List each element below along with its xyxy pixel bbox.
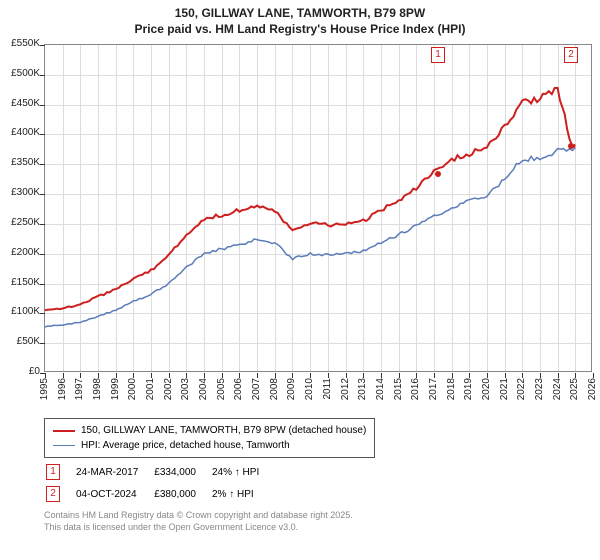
x-axis-label: 2024 [552, 378, 563, 400]
y-axis-label: £250K [0, 217, 40, 228]
x-axis-label: 2003 [180, 378, 191, 400]
legend: 150, GILLWAY LANE, TAMWORTH, B79 8PW (de… [44, 418, 375, 458]
series-line [45, 88, 575, 310]
x-axis-label: 2012 [340, 378, 351, 400]
sale-marker-1: 1 [431, 47, 445, 63]
y-axis-label: £550K [0, 38, 40, 49]
x-axis-label: 1995 [39, 378, 50, 400]
x-axis-label: 2021 [499, 378, 510, 400]
data-lines [45, 45, 593, 373]
y-axis-label: £50K [0, 336, 40, 347]
x-axis-label: 2014 [375, 378, 386, 400]
x-axis-label: 2001 [145, 378, 156, 400]
x-axis-label: 2020 [481, 378, 492, 400]
sales-table: 1 24-MAR-2017£334,00024% ↑ HPI 2 04-OCT-202… [44, 460, 275, 506]
title-line-2: Price paid vs. HM Land Registry's House … [0, 22, 600, 38]
y-axis-label: £100K [0, 306, 40, 317]
y-axis-label: £300K [0, 187, 40, 198]
x-axis-label: 2023 [534, 378, 545, 400]
sale-date: 04-OCT-2024 [76, 484, 152, 504]
x-axis-label: 2000 [127, 378, 138, 400]
series-line [45, 148, 575, 327]
legend-row: 150, GILLWAY LANE, TAMWORTH, B79 8PW (de… [53, 423, 366, 438]
y-axis-label: £350K [0, 157, 40, 168]
x-axis-label: 2019 [463, 378, 474, 400]
title-line-1: 150, GILLWAY LANE, TAMWORTH, B79 8PW [0, 6, 600, 22]
sales-marker-icon: 1 [46, 464, 60, 480]
x-axis-label: 2009 [286, 378, 297, 400]
x-axis-label: 2013 [357, 378, 368, 400]
sale-price: £334,000 [154, 462, 210, 482]
chart-container: 150, GILLWAY LANE, TAMWORTH, B79 8PW Pri… [0, 0, 600, 560]
plot-area: 12 [44, 44, 592, 372]
x-axis-label: 2026 [587, 378, 598, 400]
legend-label: HPI: Average price, detached house, Tamw… [81, 438, 290, 453]
x-axis-label: 1999 [110, 378, 121, 400]
sale-delta: 2% ↑ HPI [212, 484, 273, 504]
x-axis-label: 2005 [216, 378, 227, 400]
x-axis-label: 2002 [163, 378, 174, 400]
x-axis-label: 2006 [233, 378, 244, 400]
x-axis-label: 2015 [393, 378, 404, 400]
y-axis-label: £450K [0, 98, 40, 109]
x-axis-label: 2017 [428, 378, 439, 400]
y-axis-label: £400K [0, 127, 40, 138]
x-axis-label: 2004 [198, 378, 209, 400]
x-axis-label: 1998 [92, 378, 103, 400]
sale-date: 24-MAR-2017 [76, 462, 152, 482]
sales-row: 1 24-MAR-2017£334,00024% ↑ HPI [46, 462, 273, 482]
sales-row: 2 04-OCT-2024£380,0002% ↑ HPI [46, 484, 273, 504]
x-axis-label: 2010 [304, 378, 315, 400]
sale-dot [435, 171, 441, 177]
title-block: 150, GILLWAY LANE, TAMWORTH, B79 8PW Pri… [0, 0, 600, 37]
sales-marker-icon: 2 [46, 486, 60, 502]
x-axis-label: 2016 [410, 378, 421, 400]
x-axis-label: 1997 [74, 378, 85, 400]
footer-line-2: This data is licensed under the Open Gov… [44, 522, 353, 534]
x-axis-label: 2007 [251, 378, 262, 400]
sale-price: £380,000 [154, 484, 210, 504]
x-axis-label: 2011 [322, 378, 333, 400]
x-axis-label: 2018 [446, 378, 457, 400]
legend-swatch [53, 445, 75, 447]
legend-row: HPI: Average price, detached house, Tamw… [53, 438, 366, 453]
y-axis-label: £150K [0, 277, 40, 288]
sale-marker-2: 2 [564, 47, 578, 63]
x-axis-label: 2008 [269, 378, 280, 400]
y-axis-label: £0 [0, 366, 40, 377]
footer-line-1: Contains HM Land Registry data © Crown c… [44, 510, 353, 522]
sale-delta: 24% ↑ HPI [212, 462, 273, 482]
x-axis-label: 2022 [516, 378, 527, 400]
y-axis-label: £500K [0, 68, 40, 79]
legend-swatch [53, 430, 75, 432]
y-axis-label: £200K [0, 247, 40, 258]
footer: Contains HM Land Registry data © Crown c… [44, 510, 353, 533]
x-axis-label: 1996 [57, 378, 68, 400]
x-axis-label: 2025 [569, 378, 580, 400]
legend-label: 150, GILLWAY LANE, TAMWORTH, B79 8PW (de… [81, 423, 366, 438]
